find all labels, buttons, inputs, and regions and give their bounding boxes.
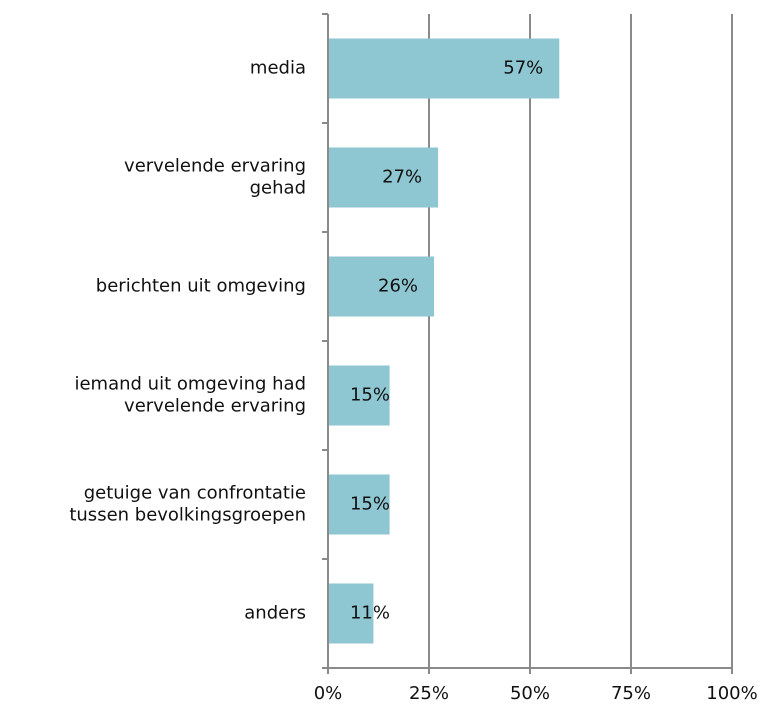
bar	[329, 147, 439, 208]
value-label: 26%	[378, 276, 418, 297]
y-tick-label: berichten uit omgeving	[96, 276, 306, 297]
x-tick-label: 75%	[611, 683, 651, 704]
bar	[329, 38, 560, 99]
value-label: 15%	[350, 494, 390, 515]
bar	[329, 365, 390, 426]
y-tick-label: iemand uit omgeving had vervelende ervari…	[74, 374, 306, 417]
value-label: 11%	[350, 603, 390, 624]
bar	[329, 256, 435, 317]
x-tick-label: 25%	[409, 683, 449, 704]
y-tick-label: vervelende ervaring gehad	[124, 156, 306, 199]
x-tick-label: 50%	[510, 683, 550, 704]
x-tick-label: 100%	[706, 683, 757, 704]
y-tick-label: getuige van confrontatie tussen bevolking…	[69, 483, 306, 526]
y-tick-label: anders	[244, 603, 306, 624]
value-label: 27%	[382, 167, 422, 188]
value-label: 57%	[503, 58, 543, 79]
x-tick-label: 0%	[314, 683, 343, 704]
bar	[329, 474, 390, 535]
bar	[329, 583, 374, 644]
value-label: 15%	[350, 385, 390, 406]
y-tick-label: media	[250, 58, 306, 79]
